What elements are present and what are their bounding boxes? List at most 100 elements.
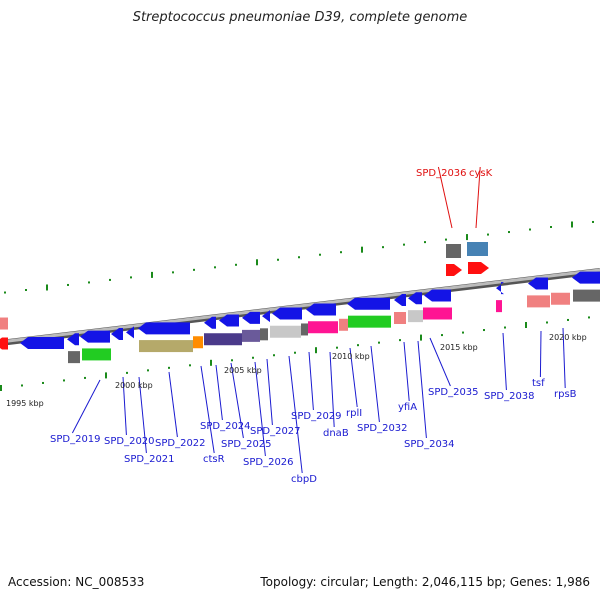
outer-tick-mark — [592, 220, 594, 223]
gene-label: rpsB — [554, 389, 577, 400]
inner-tick-mark — [273, 354, 275, 357]
gene-labels: SPD_2036 cysK SPD_2019 SPD_2020 SPD_2021 SPD_… — [50, 168, 577, 485]
gene-label: SPD_2025 — [221, 439, 272, 450]
gene-block — [446, 244, 461, 258]
gene-label: SPD_2020 — [104, 436, 155, 447]
inner-tick-mark — [588, 316, 590, 319]
gene-label: tsf — [532, 378, 545, 389]
gene-arrow-reverse — [111, 327, 123, 340]
inner-tick-mark — [315, 347, 317, 354]
gene-block — [423, 307, 452, 320]
outer-tick-mark — [550, 226, 552, 228]
outer-tick-mark — [277, 258, 279, 261]
gene-arrow-forward — [446, 264, 462, 276]
gene-label: SPD_2035 — [428, 387, 479, 398]
leader-line — [200, 365, 215, 454]
gene-arrow-reverse — [572, 271, 600, 284]
leader-line — [370, 345, 380, 423]
inner-tick-mark — [483, 329, 485, 332]
gene-block — [68, 351, 80, 364]
gene-block — [467, 242, 488, 256]
outer-tick-mark — [424, 241, 426, 244]
gene-block — [0, 317, 8, 330]
inner-tick-mark — [504, 326, 506, 329]
leader-line — [437, 166, 453, 229]
outer-tick-mark — [403, 243, 405, 246]
gene-features — [0, 242, 600, 364]
gene-block — [573, 289, 600, 302]
leader-line — [403, 341, 410, 402]
kbp-tick-labels: 1995 kbp 2000 kbp 2005 kbp 2010 kbp 2015… — [6, 333, 587, 408]
gene-block — [260, 328, 268, 341]
gene-label: SPD_2029 — [291, 411, 342, 422]
inner-tick-mark — [567, 318, 569, 321]
gene-block — [551, 292, 570, 305]
leader-line — [254, 361, 266, 457]
leader-line — [562, 327, 566, 389]
gene-label: SPD_2036 — [416, 168, 467, 179]
tick-label-2015: 2015 kbp — [440, 343, 478, 352]
gene-block — [82, 348, 111, 361]
gene-block — [242, 329, 260, 342]
outer-tick-mark — [256, 259, 258, 266]
inner-tick-mark — [147, 369, 149, 372]
tick-label-2005: 2005 kbp — [224, 366, 262, 375]
gene-block — [270, 325, 301, 338]
tick-label-1995: 1995 kbp — [6, 399, 44, 408]
gene-label: dnaB — [323, 428, 349, 439]
outer-tick-mark — [382, 246, 384, 249]
leader-line — [502, 332, 507, 391]
gene-arrow-reverse — [204, 316, 216, 329]
inner-tick-mark — [357, 344, 359, 347]
gene-label: cbpD — [291, 474, 317, 485]
inner-tick-mark — [63, 379, 65, 382]
gene-label: ctsR — [203, 454, 225, 465]
gene-label: rplI — [346, 408, 362, 419]
gene-label: cysK — [469, 168, 493, 179]
gene-block — [527, 295, 550, 308]
outer-tick-mark — [529, 228, 531, 231]
gene-arrow-reverse — [306, 303, 336, 316]
inner-tick-mark — [189, 364, 191, 367]
tick-label-2010: 2010 kbp — [332, 352, 370, 361]
tick-label-2020: 2020 kbp — [549, 333, 587, 342]
gene-block — [339, 318, 348, 331]
gene-arrow-reverse — [0, 337, 8, 350]
outer-tick-track — [4, 220, 594, 294]
inner-tick-mark — [252, 356, 254, 359]
inner-tick-track — [0, 316, 590, 391]
outer-tick-mark — [298, 256, 300, 259]
outer-tick-mark — [571, 221, 573, 228]
outer-tick-mark — [508, 231, 510, 234]
leader-line — [308, 351, 314, 411]
genome-title: Streptococcus pneumoniae D39, complete g… — [132, 10, 468, 25]
backbone-highlight — [0, 268, 600, 344]
inner-tick-mark — [546, 321, 548, 324]
inner-tick-mark — [231, 359, 233, 362]
outer-tick-mark — [445, 238, 447, 241]
outer-tick-mark — [151, 271, 153, 278]
gene-block — [408, 310, 423, 323]
inner-tick-mark — [126, 371, 128, 374]
gene-block — [301, 323, 308, 336]
gene-block — [193, 336, 203, 349]
gene-label: SPD_2024 — [200, 421, 251, 432]
gene-label: SPD_2019 — [50, 434, 101, 445]
gene-arrow-reverse — [262, 310, 270, 323]
outer-tick-mark — [361, 246, 363, 253]
gene-arrow-reverse — [242, 311, 260, 324]
gene-arrow-reverse — [80, 330, 110, 343]
inner-tick-mark — [378, 341, 380, 344]
gene-arrow-reverse — [424, 289, 451, 302]
gene-arrow-reverse — [496, 282, 504, 295]
leader-line — [266, 358, 273, 426]
outer-tick-mark — [109, 278, 111, 281]
gene-block — [308, 321, 338, 334]
inner-tick-mark — [294, 351, 296, 354]
leader-line — [71, 379, 101, 434]
leader-line — [288, 355, 303, 474]
inner-tick-mark — [168, 366, 170, 369]
gene-arrow-reverse — [528, 277, 548, 290]
